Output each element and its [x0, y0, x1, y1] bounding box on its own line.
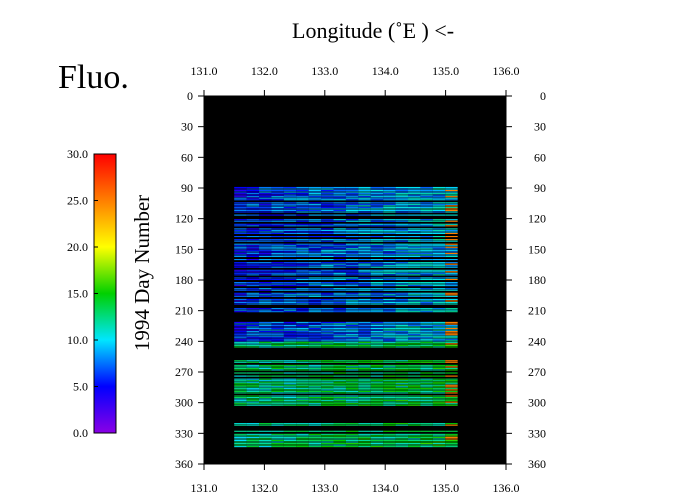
y-tick-label-right: 0 [540, 89, 546, 103]
y-tick-label-right: 30 [534, 120, 546, 134]
x-tick-label-bottom: 133.0 [311, 481, 338, 495]
colorbar-ticks: 0.0 5.0 10.0 15.0 20.0 25.0 30.0 [67, 147, 98, 440]
y-axis-label: 1994 Day Number [130, 195, 154, 351]
plot-data [234, 186, 458, 448]
y-tick-label-left: 270 [175, 365, 193, 379]
y-tick-label-left: 240 [175, 334, 193, 348]
x-tick-label-top: 132.0 [251, 64, 278, 78]
y-tick-label-right: 210 [528, 304, 546, 318]
y-tick-label-right: 240 [528, 334, 546, 348]
x-tick-label-bottom: 132.0 [251, 481, 278, 495]
y-tick-label-right: 180 [528, 273, 546, 287]
colorbar-tick-label: 10.0 [67, 333, 88, 347]
y-tick-label-right: 120 [528, 212, 546, 226]
y-tick-label-left: 210 [175, 304, 193, 318]
colorbar-tick-label: 5.0 [73, 380, 88, 394]
y-tick-label-left: 180 [175, 273, 193, 287]
y-tick-label-left: 300 [175, 396, 193, 410]
colorbar-tick-label: 20.0 [67, 240, 88, 254]
y-tick-label-right: 60 [534, 150, 546, 164]
y-tick-label-right: 90 [534, 181, 546, 195]
colorbar-tick-label: 0.0 [73, 426, 88, 440]
y-tick-label-left: 60 [181, 150, 193, 164]
chart-title: Fluo. [58, 59, 129, 96]
y-tick-label-right: 270 [528, 365, 546, 379]
x-tick-label-top: 131.0 [191, 64, 218, 78]
y-tick-label-left: 330 [175, 426, 193, 440]
y-tick-label-right: 150 [528, 242, 546, 256]
y-tick-label-left: 120 [175, 212, 193, 226]
y-tick-label-right: 300 [528, 396, 546, 410]
x-tick-label-top: 135.0 [432, 64, 459, 78]
x-tick-label-bottom: 134.0 [372, 481, 399, 495]
colorbar-tick-label: 25.0 [67, 194, 88, 208]
axes: 131.0 131.0 132.0 132.0 133.0 133.0 134.0 134.0… [175, 64, 546, 495]
x-tick-label-bottom: 136.0 [493, 481, 520, 495]
y-tick-label-right: 330 [528, 426, 546, 440]
x-tick-label-top: 134.0 [372, 64, 399, 78]
y-tick-label-left: 90 [181, 181, 193, 195]
y-tick-label-right: 360 [528, 457, 546, 471]
x-tick-label-bottom: 131.0 [191, 481, 218, 495]
y-tick-label-left: 30 [181, 120, 193, 134]
x-axis-label: Longitude (˚E ) <- [292, 18, 454, 43]
y-tick-label-left: 360 [175, 457, 193, 471]
colorbar-tick-label: 15.0 [67, 287, 88, 301]
x-tick-label-top: 133.0 [311, 64, 338, 78]
y-tick-label-left: 150 [175, 242, 193, 256]
colorbar-tick-label: 30.0 [67, 147, 88, 161]
x-tick-label-top: 136.0 [493, 64, 520, 78]
y-tick-label-left: 0 [187, 89, 193, 103]
x-tick-label-bottom: 135.0 [432, 481, 459, 495]
